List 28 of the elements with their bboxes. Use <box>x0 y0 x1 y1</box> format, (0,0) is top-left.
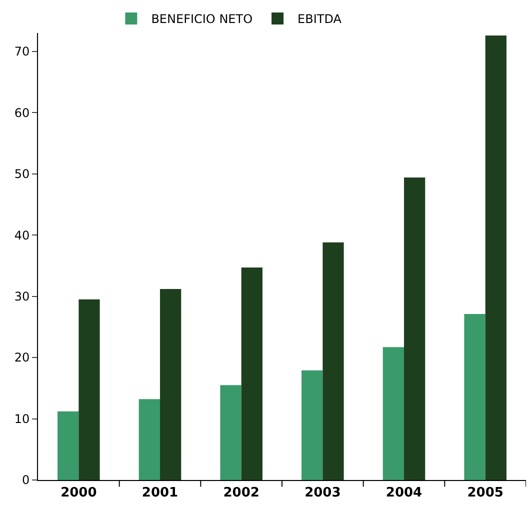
bar <box>404 178 426 480</box>
x-tick-label: 2004 <box>386 486 422 501</box>
bar <box>78 299 100 480</box>
y-tick-label: 30 <box>14 290 30 304</box>
y-tick-label: 40 <box>14 228 30 242</box>
bar <box>302 370 323 480</box>
legend-label: EBITDA <box>298 12 342 26</box>
x-tick-label: 2001 <box>142 486 178 501</box>
x-tick-label: 2000 <box>60 486 97 501</box>
y-tick-label: 10 <box>14 412 30 426</box>
bar <box>138 399 160 480</box>
x-tick-label: 2002 <box>223 486 260 501</box>
bar <box>322 242 344 480</box>
y-tick-label: 70 <box>14 44 30 59</box>
bar <box>220 385 242 480</box>
x-tick-label: 2005 <box>467 486 504 501</box>
x-tick-label: 2003 <box>304 486 341 501</box>
y-tick-label: 50 <box>14 167 30 182</box>
bar <box>160 288 182 480</box>
bar <box>464 314 486 480</box>
bar <box>485 35 506 480</box>
y-tick-label: 20 <box>14 350 30 365</box>
legend-label: BENEFICIO NETO <box>151 12 253 26</box>
y-tick-label: 0 <box>22 473 30 488</box>
bar <box>241 268 262 480</box>
bar <box>382 347 404 480</box>
y-tick-label: 60 <box>14 106 30 120</box>
bar <box>58 411 79 480</box>
